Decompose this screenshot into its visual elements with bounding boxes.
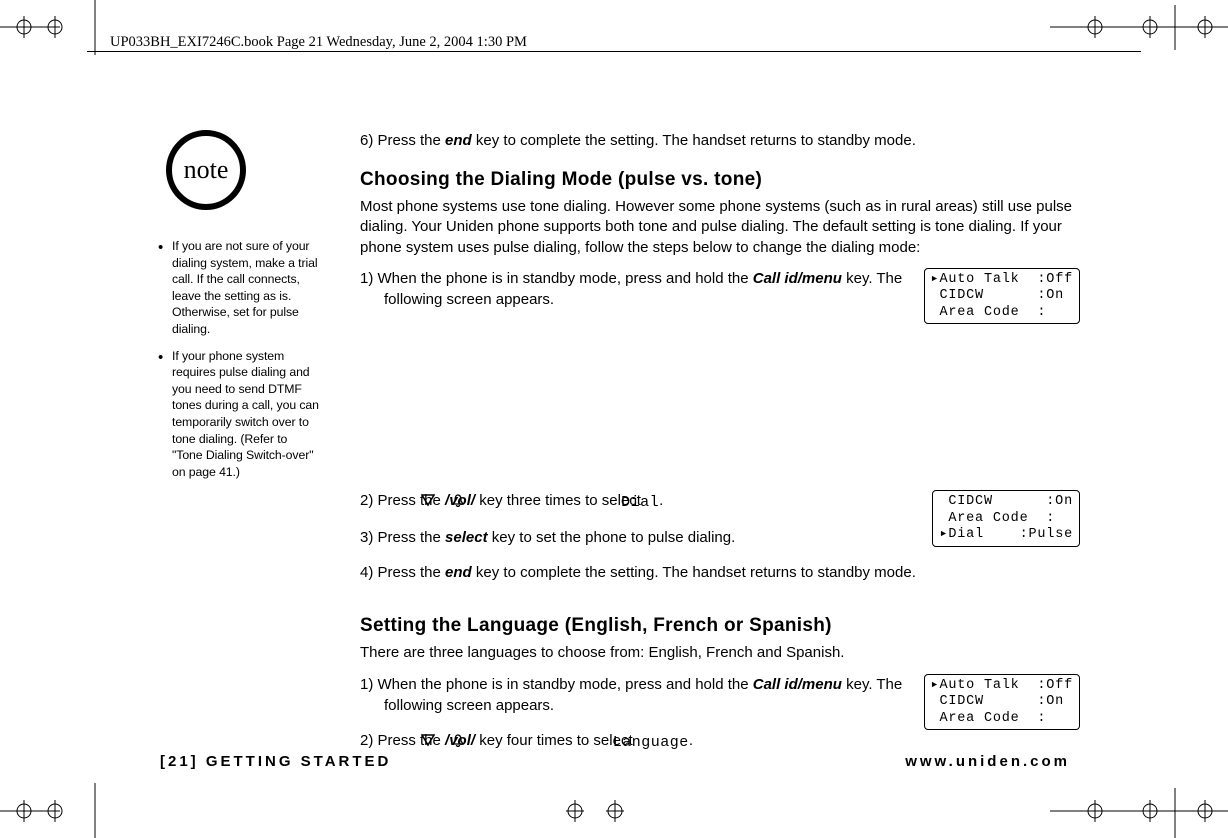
language-intro: There are three languages to choose from… <box>360 643 1080 663</box>
page-footer: [21] GETTING STARTED www.uniden.com <box>160 753 1070 770</box>
step-text: 4) Press the <box>360 564 445 581</box>
key-label: end <box>445 564 472 581</box>
step-text: key to complete the setting. The handset… <box>472 132 916 149</box>
dialing-step-4: 4) Press the end key to complete the set… <box>360 562 1080 583</box>
step-text: 3) Press the <box>360 529 445 546</box>
step-text: key to complete the setting. The handset… <box>472 564 916 581</box>
menu-item-dial: Dial <box>645 492 659 513</box>
dialing-intro: Most phone systems use tone dialing. How… <box>360 197 1080 258</box>
header-running-text: UP033BH_EXI7246C.book Page 21 Wednesday,… <box>110 34 527 51</box>
lcd-screen-dialing-2: CIDCW :On Area Code : ▸Dial :Pulse <box>932 490 1080 546</box>
step-text: . <box>689 732 693 749</box>
step-6: 6) Press the end key to complete the set… <box>360 130 1080 151</box>
note-item: If you are not sure of your dialing syst… <box>160 238 320 338</box>
header-rule <box>87 51 1141 52</box>
step-text: key three times to select <box>475 492 645 509</box>
key-label: Call id/menu <box>753 676 842 693</box>
step-text: 1) When the phone is in standby mode, pr… <box>360 270 753 287</box>
sidebar-note-column: note If you are not sure of your dialing… <box>160 130 330 490</box>
key-label: Call id/menu <box>753 270 842 287</box>
lcd-screen-language-1: ▸Auto Talk :Off CIDCW :On Area Code : <box>924 674 1080 730</box>
step-text: 1) When the phone is in standby mode, pr… <box>360 676 753 693</box>
main-column: 6) Press the end key to complete the set… <box>360 130 1080 767</box>
key-label: select <box>445 529 488 546</box>
note-item: If your phone system requires pulse dial… <box>160 348 320 481</box>
page-body: note If you are not sure of your dialing… <box>160 130 1080 767</box>
footer-page-label: [21] GETTING STARTED <box>160 753 391 770</box>
step-text: . <box>659 492 663 509</box>
menu-item-language: Language <box>637 732 689 753</box>
footer-url: www.uniden.com <box>905 753 1070 770</box>
heading-dialing-mode: Choosing the Dialing Mode (pulse vs. ton… <box>360 169 1080 191</box>
step-text: key to set the phone to pulse dialing. <box>488 529 736 546</box>
note-list: If you are not sure of your dialing syst… <box>160 238 320 480</box>
note-icon: note <box>166 130 246 210</box>
heading-language: Setting the Language (English, French or… <box>360 615 1080 637</box>
key-label: end <box>445 132 472 149</box>
lcd-screen-dialing-1: ▸Auto Talk :Off CIDCW :On Area Code : <box>924 268 1080 324</box>
language-step-2: 2) Press the /vol/ key four times to sel… <box>360 730 1080 753</box>
step-text: 6) Press the <box>360 132 445 149</box>
